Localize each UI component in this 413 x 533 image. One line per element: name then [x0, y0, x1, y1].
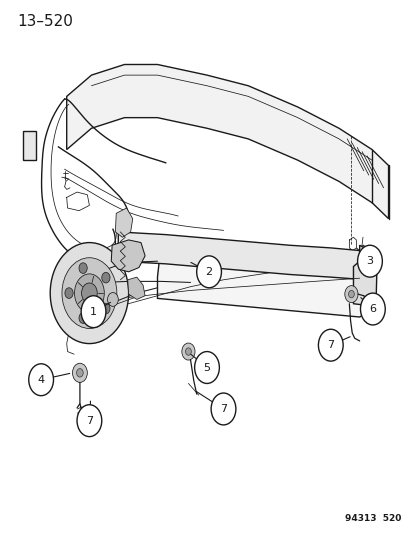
Circle shape [196, 256, 221, 288]
Circle shape [62, 258, 116, 328]
Polygon shape [128, 277, 145, 300]
Circle shape [50, 243, 128, 344]
Circle shape [181, 343, 195, 360]
Circle shape [102, 272, 110, 283]
Text: 7: 7 [85, 416, 93, 426]
Text: 3: 3 [366, 256, 373, 266]
Text: 5: 5 [203, 362, 210, 373]
Circle shape [65, 288, 73, 298]
Circle shape [81, 283, 97, 303]
Polygon shape [115, 208, 133, 237]
Circle shape [194, 352, 219, 383]
Text: 4: 4 [38, 375, 45, 385]
Circle shape [211, 393, 235, 425]
Circle shape [76, 368, 83, 377]
Polygon shape [118, 232, 359, 279]
Circle shape [72, 364, 87, 382]
Circle shape [81, 296, 106, 328]
Circle shape [102, 303, 110, 314]
Text: 13–520: 13–520 [17, 14, 73, 29]
Polygon shape [111, 240, 145, 272]
Circle shape [79, 263, 87, 273]
Circle shape [185, 348, 191, 356]
Circle shape [357, 245, 382, 277]
Polygon shape [66, 64, 388, 219]
Circle shape [348, 290, 354, 298]
Polygon shape [23, 131, 36, 160]
Text: 7: 7 [326, 340, 334, 350]
Circle shape [74, 274, 104, 312]
Text: 6: 6 [368, 304, 375, 314]
Polygon shape [157, 240, 373, 317]
Text: 7: 7 [219, 404, 226, 414]
Text: 2: 2 [205, 267, 212, 277]
Text: 94313  520: 94313 520 [344, 514, 400, 523]
Circle shape [28, 364, 53, 395]
Circle shape [77, 405, 102, 437]
Polygon shape [353, 245, 376, 305]
Circle shape [107, 293, 118, 306]
Text: 1: 1 [90, 306, 97, 317]
Circle shape [318, 329, 342, 361]
Circle shape [360, 293, 385, 325]
Polygon shape [120, 235, 316, 269]
Circle shape [79, 313, 87, 324]
Circle shape [344, 286, 357, 303]
